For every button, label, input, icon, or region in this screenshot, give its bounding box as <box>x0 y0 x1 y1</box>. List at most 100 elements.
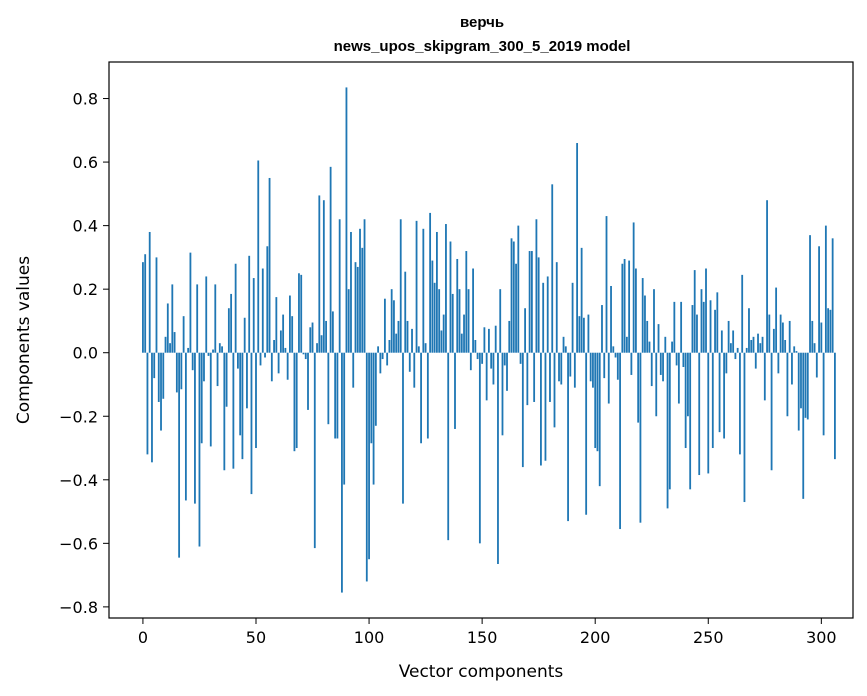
bar-182 <box>553 352 556 428</box>
bar-248 <box>702 301 705 353</box>
bar-234 <box>671 341 673 353</box>
bar-284 <box>784 340 787 353</box>
bar-197 <box>587 314 590 353</box>
bar-211 <box>619 352 621 530</box>
bar-122 <box>417 346 420 353</box>
bar-135 <box>447 352 450 541</box>
bar-82 <box>327 352 330 425</box>
bar-223 <box>646 320 649 353</box>
bar-140 <box>458 289 461 353</box>
bar-207 <box>610 285 612 353</box>
y-axis-label: Components values <box>14 256 34 424</box>
bar-130 <box>436 231 438 353</box>
bar-28 <box>205 276 208 353</box>
bar-303 <box>827 308 830 353</box>
bar-12 <box>169 343 171 353</box>
bar-148 <box>476 352 479 360</box>
bar-111 <box>393 300 395 353</box>
y-tick-label: −0.2 <box>59 407 98 426</box>
bar-177 <box>542 282 545 353</box>
bar-70 <box>300 274 303 353</box>
bar-86 <box>336 352 339 439</box>
bar-191 <box>573 352 576 388</box>
bar-21 <box>189 252 192 353</box>
bar-150 <box>481 352 484 364</box>
bar-162 <box>508 320 511 353</box>
bar-183 <box>555 262 558 353</box>
y-tick-label: 0.0 <box>73 344 98 363</box>
bar-42 <box>237 352 239 369</box>
bar-263 <box>736 347 739 353</box>
chart-title: верчь <box>460 14 504 31</box>
bar-295 <box>809 235 811 353</box>
bar-218 <box>635 268 637 353</box>
bar-163 <box>510 238 513 353</box>
y-tick-label: 0.4 <box>73 217 98 236</box>
bar-159 <box>501 352 504 436</box>
bar-286 <box>788 320 791 353</box>
bar-30 <box>209 352 212 447</box>
bar-200 <box>594 352 597 449</box>
bars-group <box>142 87 836 593</box>
bar-63 <box>284 347 287 353</box>
x-tick-label: 200 <box>580 628 611 647</box>
bar-14 <box>173 332 176 353</box>
bar-89 <box>343 352 346 485</box>
bar-296 <box>811 320 814 353</box>
bar-59 <box>275 297 278 353</box>
bar-10 <box>164 336 167 353</box>
bar-206 <box>607 352 610 404</box>
plot-frame <box>108 61 854 619</box>
bar-221 <box>641 278 644 353</box>
bar-288 <box>793 346 796 353</box>
bar-15 <box>175 352 178 393</box>
bar-292 <box>802 352 805 499</box>
bar-72 <box>304 352 307 360</box>
bar-267 <box>745 347 748 353</box>
bar-113 <box>397 320 400 353</box>
bar-24 <box>196 284 199 353</box>
bar-252 <box>711 352 714 449</box>
bar-262 <box>734 352 737 360</box>
bar-202 <box>598 352 601 487</box>
bar-300 <box>820 322 823 353</box>
bar-29 <box>207 352 210 356</box>
bar-35 <box>221 346 223 353</box>
bar-167 <box>519 352 522 364</box>
x-tick-label: 50 <box>246 628 266 647</box>
bar-250 <box>707 352 710 474</box>
bar-137 <box>451 293 454 353</box>
bar-304 <box>829 309 832 353</box>
bar-37 <box>225 352 228 407</box>
bar-188 <box>567 352 569 522</box>
bar-231 <box>664 336 667 353</box>
x-axis-label: Vector components <box>399 662 564 682</box>
bar-96 <box>359 228 361 353</box>
bar-121 <box>415 220 418 353</box>
bar-257 <box>723 352 726 439</box>
bar-220 <box>639 352 642 523</box>
bar-196 <box>585 352 588 515</box>
bar-34 <box>218 343 221 353</box>
bar-176 <box>540 352 542 466</box>
bar-198 <box>589 352 592 382</box>
bar-246 <box>698 352 701 476</box>
bar-124 <box>422 228 425 353</box>
bar-152 <box>485 352 488 401</box>
bar-236 <box>675 352 678 366</box>
bar-55 <box>266 246 269 353</box>
bar-68 <box>295 352 298 449</box>
bar-194 <box>580 247 583 353</box>
bar-217 <box>632 222 635 353</box>
bar-247 <box>700 289 703 353</box>
bar-210 <box>616 352 619 380</box>
bar-155 <box>492 352 495 385</box>
bar-9 <box>162 352 165 399</box>
bar-85 <box>334 352 337 439</box>
bar-186 <box>562 336 565 353</box>
x-axis-ticks: 0 50 100 150 200 250 300 <box>138 618 837 647</box>
bar-178 <box>544 352 547 461</box>
bar-301 <box>822 352 825 436</box>
bar-60 <box>277 352 280 374</box>
